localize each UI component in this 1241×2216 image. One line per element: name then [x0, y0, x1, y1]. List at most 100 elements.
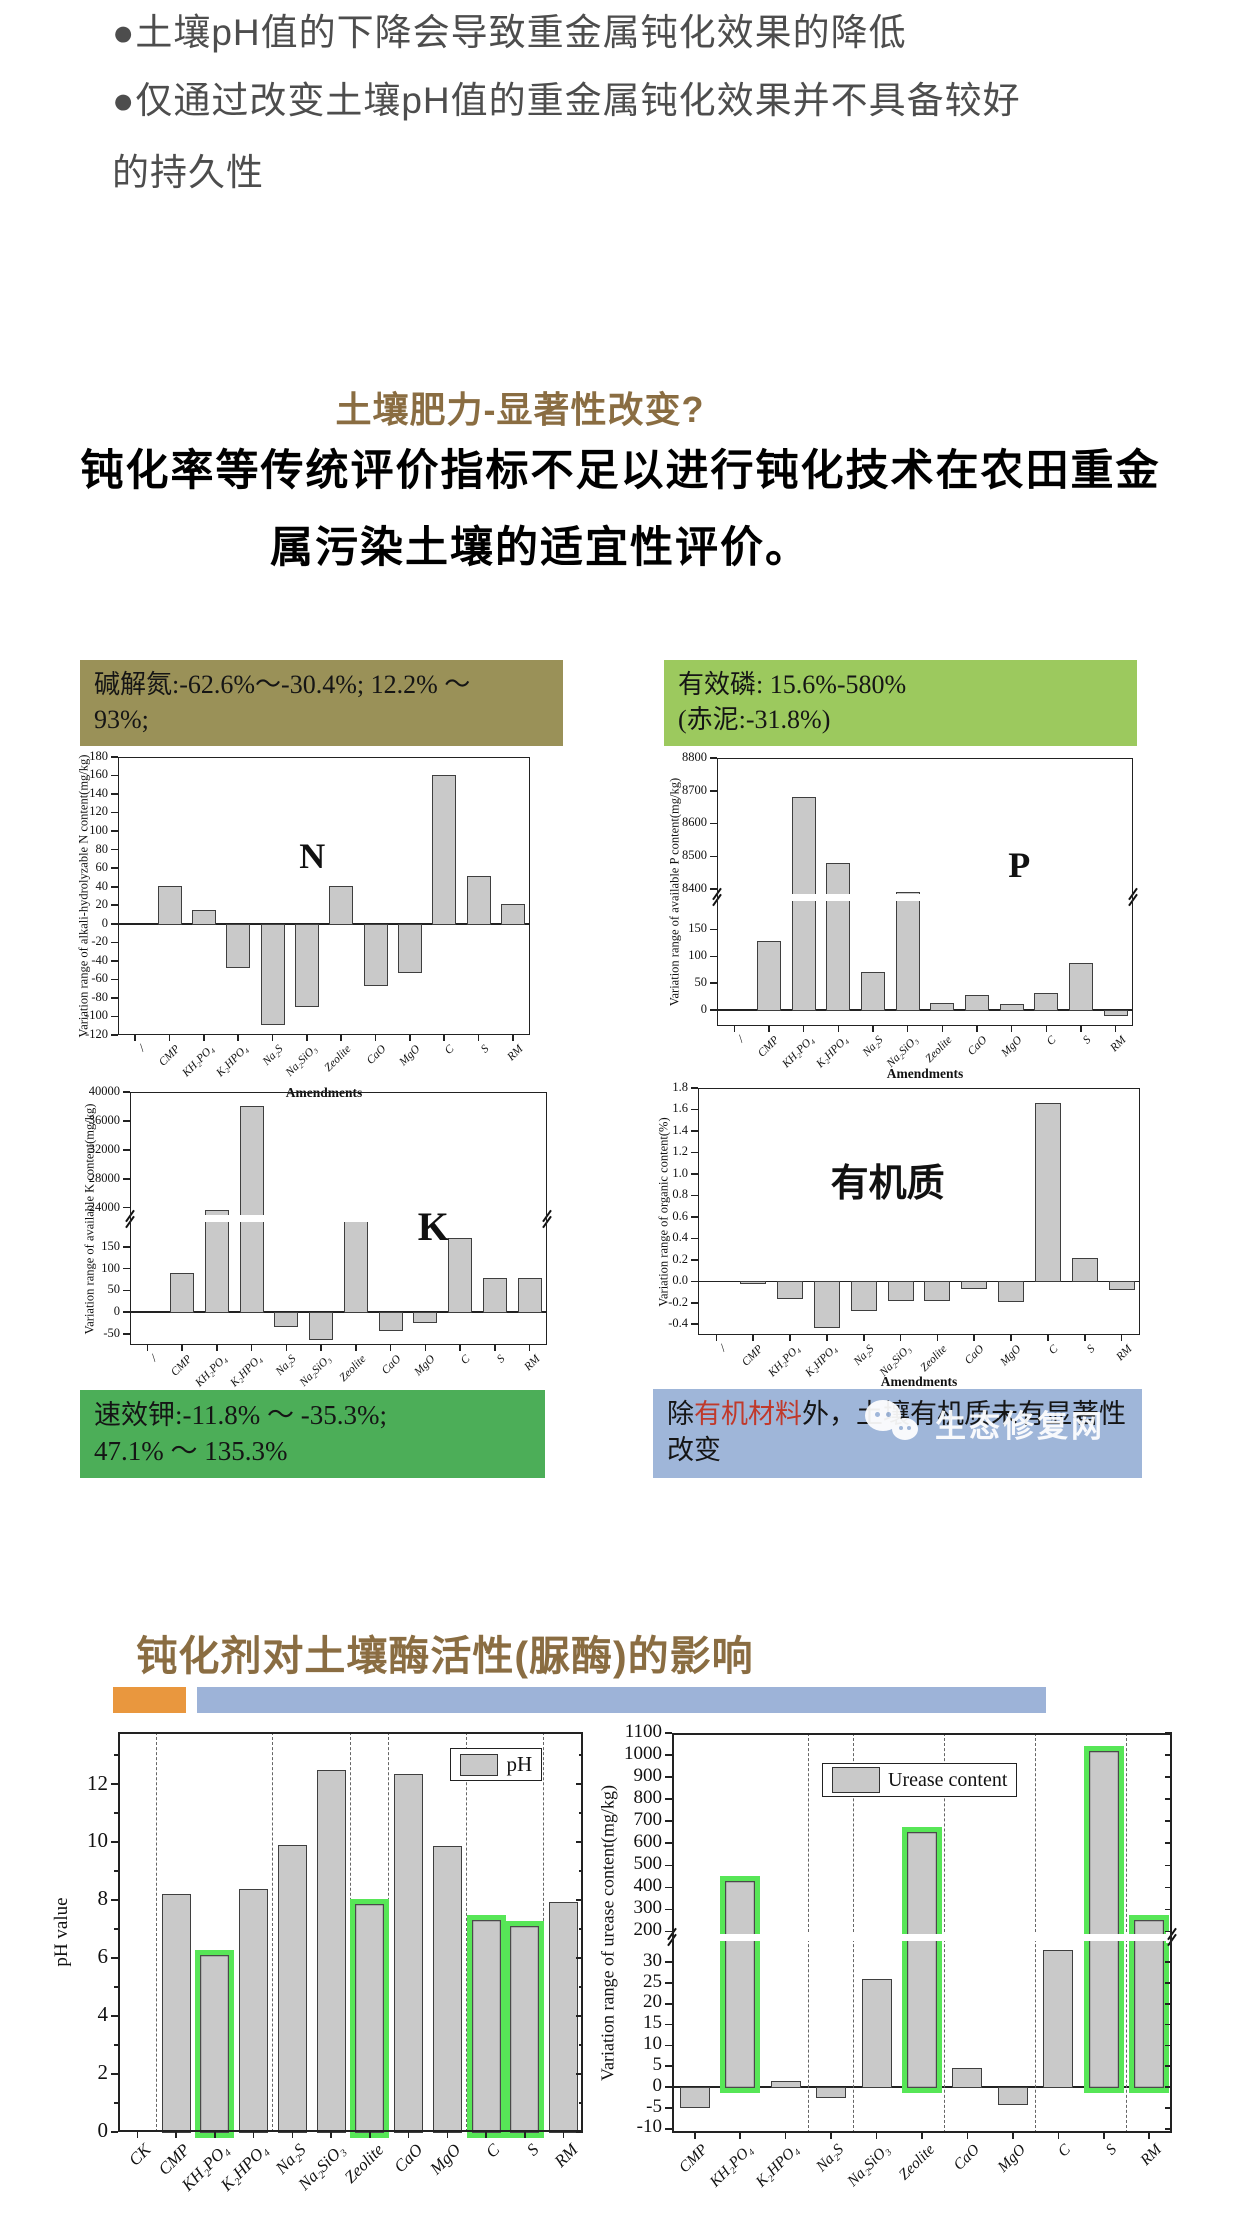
axis-tick [494, 1345, 496, 1351]
axis-tick [374, 1035, 377, 1041]
axis-tick-label: 2 [97, 2060, 109, 2085]
axis-tick [111, 1899, 118, 1901]
bar-CMP [161, 1894, 191, 2133]
x-axis-label: K₂HPO₄ [227, 1353, 265, 1390]
bar-Na₂SiO₃ [895, 892, 920, 1011]
x-axis-label: C [442, 1043, 457, 1057]
axis-tick-label: 0 [113, 1304, 120, 1319]
axis-tick-label: 180 [89, 748, 108, 763]
axis-tick [477, 1035, 480, 1041]
axis-tick-minor [114, 1986, 118, 1988]
axis-tick-label: -0.4 [668, 1316, 688, 1331]
axis-tick-label: 1.2 [672, 1144, 688, 1159]
x-axis-label: Na₂SiO₃ [297, 1353, 334, 1389]
axis-tick [1165, 2086, 1172, 2088]
axis-tick-label: 0.6 [672, 1208, 688, 1223]
bar-MgO [999, 1004, 1024, 1011]
k-footer-line2: 47.1% ～ 135.3% [94, 1436, 288, 1466]
chart-potassium: 40000 36000 32000 28000 24000 150 100 50 0 -50/CM… [83, 1084, 553, 1389]
bar-CaO [965, 995, 989, 1011]
axis-tick [485, 2132, 487, 2138]
bullet-line-2: ●仅通过改变土壤pH值的重金属钝化效果并不具备较好 [112, 80, 1021, 121]
gridline-dashed [807, 1733, 809, 2133]
axis-tick [111, 1783, 118, 1785]
axis-tick [123, 1311, 130, 1314]
axis-tick-label: -20 [91, 934, 108, 949]
legend-label: pH [506, 1752, 533, 1776]
axis-tick [330, 2132, 332, 2138]
bar-K₂HPO₄ [813, 1281, 840, 1329]
axis-tick [1165, 2065, 1172, 2068]
axis-tick-label: -120 [85, 1026, 108, 1041]
axis-tick-label: 150 [688, 921, 707, 936]
x-axis-label: Na₂S [812, 2141, 848, 2176]
axis-tick-minor [114, 1812, 118, 1814]
bar-RM [1108, 1281, 1135, 1290]
axis-tick-minor [579, 1754, 583, 1756]
gridline-dashed [155, 1732, 157, 2132]
bar-Na₂SiO₃ [861, 1978, 892, 2089]
axis-tick [424, 1345, 427, 1351]
axis-tick-minor [114, 1870, 118, 1872]
axis-tick-label: 6 [97, 1944, 109, 1969]
axis-tick-label: -100 [85, 1008, 108, 1023]
axis-tick-label: 0.2 [672, 1251, 688, 1266]
axis-tick-label: 0 [97, 2118, 109, 2143]
axis-tick-label: 900 [633, 1764, 663, 1786]
axis-tick-label: -0.2 [668, 1294, 688, 1309]
bar-CMP [157, 885, 182, 925]
axis-tick-label: 36000 [88, 1112, 120, 1127]
section2-title: 钝化剂对土壤酶活性(脲酶)的影响 [136, 1633, 754, 1679]
bar-CMP [679, 2087, 710, 2109]
axis-tick [691, 1151, 698, 1154]
axis-tick-label: 60 [95, 860, 109, 875]
bar-KH₂PO₄ [791, 797, 816, 1011]
section1-title: 土壤肥力-显著性改变? [335, 389, 705, 430]
bullet-line-1: ●土壤pH值的下降会导致重金属钝化效果的降低 [112, 12, 907, 53]
axis-tick [576, 2131, 583, 2133]
legend-swatch [460, 1753, 499, 1776]
axis-tick [665, 1732, 672, 1734]
x-axis-title: Amendments [880, 1374, 958, 1389]
axis-tick [123, 1149, 130, 1151]
x-axis-label: / [736, 1034, 747, 1045]
axis-tick [752, 1335, 755, 1341]
axis-tick [906, 1026, 909, 1032]
axis-tick-label: 40000 [88, 1083, 120, 1098]
axis-tick [1165, 1798, 1172, 1800]
axis-tick-label: 1100 [624, 1720, 662, 1742]
bar-K₂HPO₄ [770, 2080, 801, 2089]
axis-tick-label: 25 [643, 1970, 662, 1992]
x-axis-label: CaO [965, 1034, 990, 1058]
watermark: 生态修复网 [865, 1398, 1105, 1448]
axis-tick-minor [114, 1754, 118, 1756]
axis-tick-label: 15 [643, 2012, 662, 2034]
bar-S [466, 875, 491, 925]
axis-tick [111, 960, 118, 962]
axis-tick [826, 1335, 828, 1341]
axis-tick [830, 2133, 832, 2139]
watermark-text: 生态修复网 [935, 1408, 1105, 1444]
bar-CaO [961, 1281, 988, 1289]
axis-tick-minor [579, 1928, 583, 1930]
axis-tick [691, 1280, 698, 1283]
chat-bubble-small [892, 1418, 918, 1440]
x-axis-label: Na₂S [851, 1343, 877, 1368]
axis-tick [665, 2023, 672, 2026]
axis-tick-label: 0 [101, 915, 108, 930]
axis-tick-label: 0.8 [672, 1187, 688, 1202]
x-axis-label: CaO [389, 2140, 427, 2177]
axis-tick-label: 20 [643, 1991, 662, 2013]
axis-tick-label: 120 [89, 804, 108, 819]
bar-Zeolite [343, 1218, 368, 1314]
axis-tick-label: 0 [652, 2074, 663, 2096]
axis-tick [1010, 1026, 1013, 1032]
x-axis-label: MgO [426, 2140, 465, 2179]
axis-tick-minor [579, 1986, 583, 1988]
axis-tick [710, 757, 717, 759]
gridline-dashed [465, 1732, 467, 2132]
axis-tick [146, 1345, 149, 1351]
x-axis-label: Na₂S [260, 1043, 285, 1068]
axis-tick [136, 2132, 139, 2138]
axis-tick [1045, 1026, 1048, 1032]
